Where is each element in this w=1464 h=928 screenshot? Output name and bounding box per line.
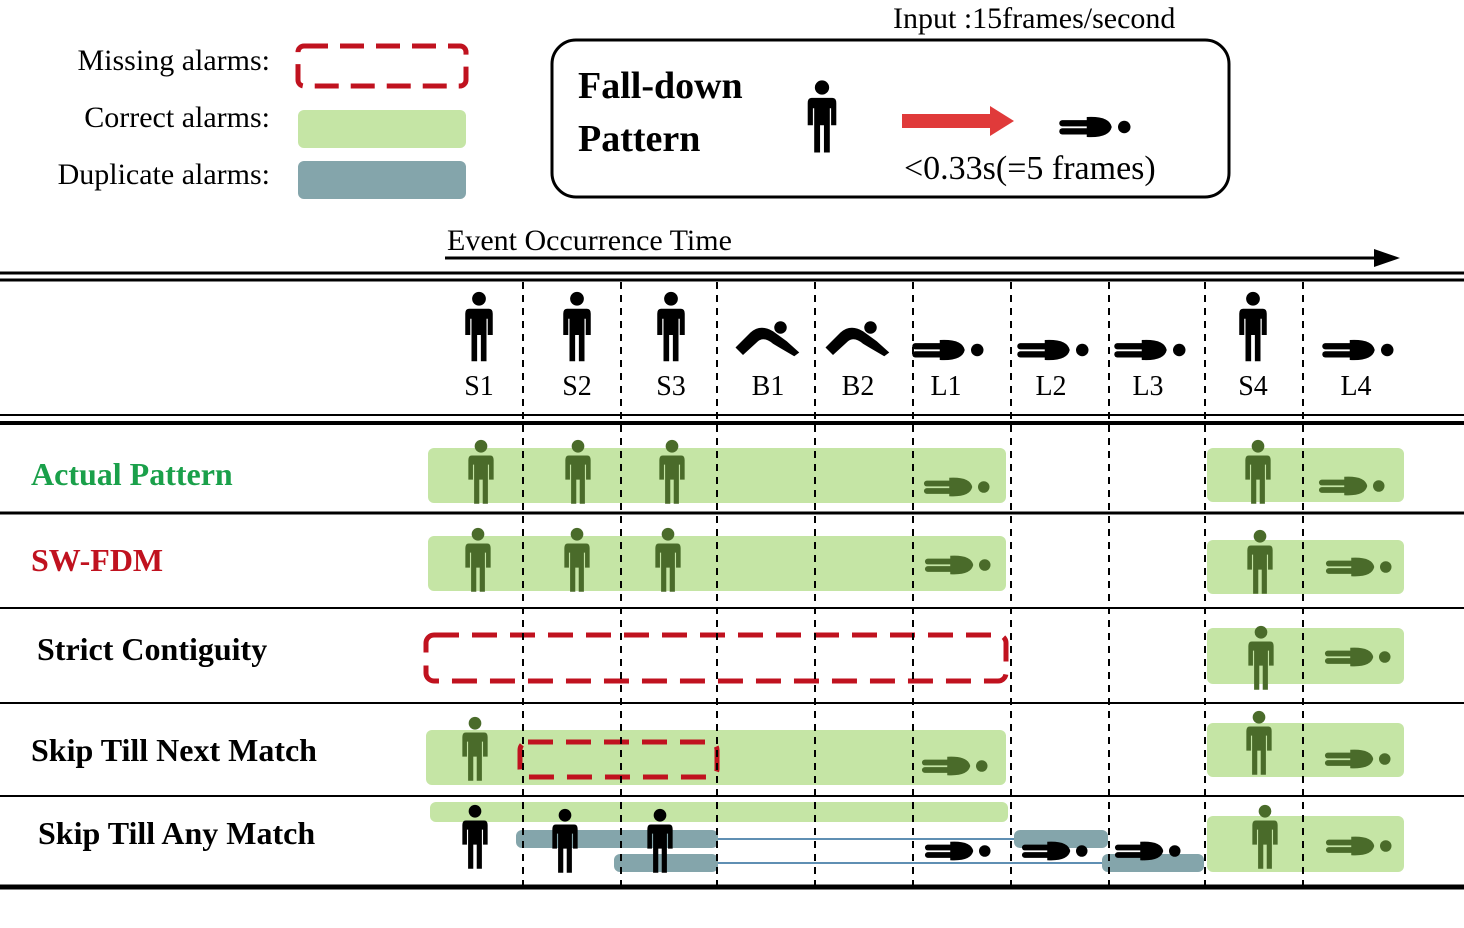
pattern-title-line2: Pattern (578, 118, 701, 160)
row-label-actual-pattern: Actual Pattern (31, 456, 233, 492)
event-label-l4: L4 (1340, 371, 1372, 402)
duplicate-alarm-bar (1014, 830, 1108, 848)
lying-person-icon (924, 841, 991, 861)
standing-person-icon (563, 291, 591, 362)
row-label-sw-fdm: SW-FDM (31, 542, 164, 578)
duplicate-alarm-bar (1102, 854, 1204, 872)
correct-alarm-bar (1207, 723, 1404, 777)
standing-person-icon (657, 291, 685, 362)
event-label-s3: S3 (656, 371, 686, 402)
event-label-b1: B1 (751, 371, 785, 402)
lying-person-icon (1017, 339, 1089, 361)
row-label-skip-till-any-match: Skip Till Any Match (38, 815, 316, 851)
event-label-l2: L2 (1035, 371, 1067, 402)
bending-person-icon (735, 321, 800, 357)
row-label-skip-till-next-match: Skip Till Next Match (31, 732, 317, 768)
event-label-s4: S4 (1238, 371, 1268, 402)
bending-person-icon (825, 321, 890, 357)
correct-alarm-legend-swatch (298, 110, 466, 148)
lying-person-icon (912, 339, 984, 361)
correct-alarm-bar (1207, 816, 1404, 872)
missing-alarm-legend-swatch (295, 43, 469, 89)
time-limit-label: <0.33s(=5 frames) (904, 150, 1156, 187)
correct-alarms-label: Correct alarms: (84, 101, 270, 134)
standing-person-icon (1239, 291, 1267, 362)
standing-person-icon (465, 291, 493, 362)
pattern-box (550, 38, 1231, 199)
correct-alarm-bar (1207, 448, 1404, 502)
correct-alarm-bar (430, 802, 1008, 822)
event-label-b2: B2 (841, 371, 875, 402)
pattern-title-line1: Fall-down (578, 65, 743, 107)
table-rules (0, 271, 1464, 890)
pattern-lying-person-icon (1059, 116, 1131, 138)
timeline-label: Event Occurrence Time (447, 224, 732, 257)
event-label-l1: L1 (930, 371, 962, 402)
lying-person-icon (1114, 339, 1186, 361)
correct-alarm-bar (1207, 628, 1404, 684)
pattern-standing-person-icon (807, 80, 837, 153)
event-label-l3: L3 (1132, 371, 1164, 402)
timeline-arrow (445, 249, 1400, 267)
duplicate-alarm-bar (516, 830, 718, 848)
duplicate-alarm-legend-swatch (298, 161, 466, 199)
missing-alarms-label: Missing alarms: (77, 44, 271, 77)
duplicate-alarms-label: Duplicate alarms: (57, 158, 270, 191)
red-arrow-icon (902, 106, 1014, 136)
row-label-strict-contiguity: Strict Contiguity (37, 631, 268, 667)
event-label-s2: S2 (562, 371, 592, 402)
missing-alarm-bar (517, 739, 720, 780)
event-label-s1: S1 (464, 371, 494, 402)
correct-alarm-bar (1207, 540, 1404, 594)
lying-person-icon (1322, 339, 1394, 361)
input-rate-label: Input :15frames/second (893, 2, 1176, 35)
